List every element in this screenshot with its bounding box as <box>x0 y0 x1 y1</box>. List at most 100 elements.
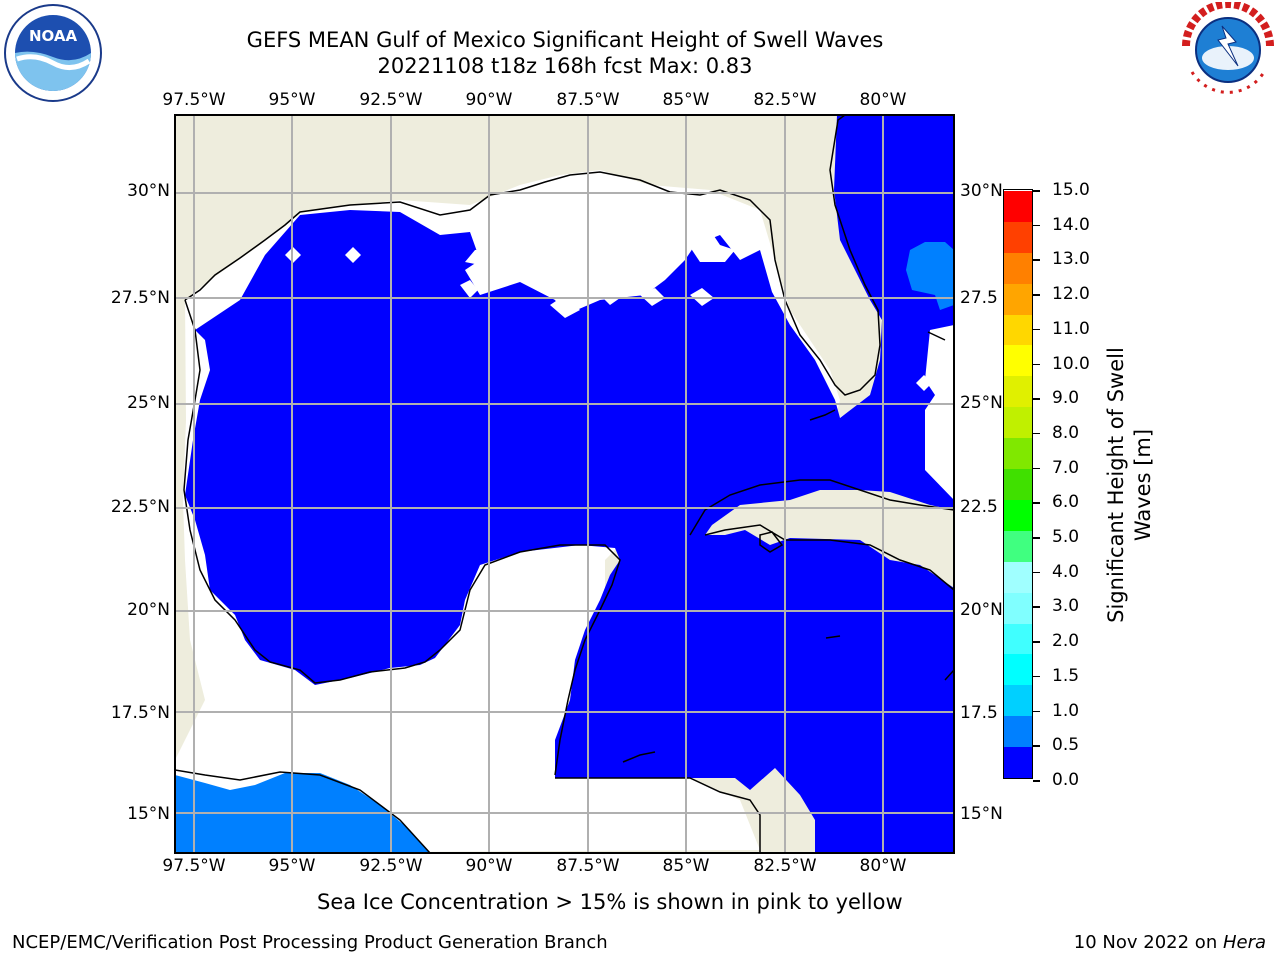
colorbar-segment <box>1004 684 1032 717</box>
colorbar-tick-label: 8.0 <box>1052 422 1080 443</box>
nws-logo <box>1182 2 1274 96</box>
lat-label-right: 15°N <box>960 804 1003 824</box>
colorbar-tick-label: 13.0 <box>1052 249 1090 270</box>
colorbar-tick-label: 9.0 <box>1052 388 1080 409</box>
colorbar-segment <box>1004 314 1032 346</box>
colorbar-segment <box>1004 437 1032 470</box>
lon-label-bottom: 80°W <box>859 856 907 876</box>
lat-label-right: 17.5 <box>960 703 998 723</box>
colorbar-segment <box>1004 592 1032 624</box>
lat-label-left: 30°N <box>127 181 170 201</box>
colorbar-tick-label: 2.0 <box>1052 631 1080 652</box>
colorbar-segment <box>1004 468 1032 500</box>
colorbar-tick-mark <box>1033 328 1040 331</box>
colorbar-tick-label: 0.0 <box>1052 770 1080 790</box>
sea-ice-note: Sea Ice Concentration > 15% is shown in … <box>317 890 903 914</box>
sea-low-swell-area <box>185 115 954 853</box>
colorbar-tick-mark <box>1033 675 1040 678</box>
lon-label-top: 80°W <box>859 90 907 110</box>
lon-label-top: 90°W <box>465 90 513 110</box>
footer-date: 10 Nov 2022 on Hera <box>1074 932 1266 953</box>
colorbar-tick-label: 11.0 <box>1052 318 1090 339</box>
colorbar-tick-label: 0.5 <box>1052 735 1080 756</box>
colorbar-segment <box>1004 344 1032 377</box>
colorbar-tick-mark <box>1033 641 1040 643</box>
colorbar-tick-mark <box>1033 745 1040 747</box>
colorbar-tick-label: 12.0 <box>1052 284 1090 305</box>
colorbar-tick-mark <box>1033 432 1040 435</box>
colorbar-tick-label: 14.0 <box>1052 214 1090 235</box>
lon-label-bottom: 92.5°W <box>359 856 423 876</box>
lon-label-top: 97.5°W <box>162 90 226 110</box>
colorbar-tick-mark <box>1033 398 1040 400</box>
graticule <box>175 115 954 853</box>
footer-host: Hera <box>1222 932 1266 953</box>
colorbar-segment <box>1004 221 1032 253</box>
lat-label-left: 15°N <box>127 804 170 824</box>
colorbar-tick-mark <box>1033 502 1040 504</box>
colorbar-tick-label: 6.0 <box>1052 492 1080 513</box>
lon-label-bottom: 90°W <box>465 856 513 876</box>
colorbar-label-line1: Significant Height of Swell <box>1104 347 1128 623</box>
colorbar-segment <box>1004 499 1032 531</box>
colorbar-tick-mark <box>1033 467 1040 470</box>
lat-label-right: 22.5 <box>960 497 998 517</box>
lon-label-top: 92.5°W <box>359 90 423 110</box>
colorbar-segment <box>1004 653 1032 686</box>
colorbar-tick-label: 1.5 <box>1052 665 1080 686</box>
colorbar-tick-mark <box>1033 294 1040 296</box>
colorbar-tick-mark <box>1033 363 1040 366</box>
lon-label-bottom: 82.5°W <box>753 856 817 876</box>
colorbar-tick-label: 3.0 <box>1052 596 1080 617</box>
colorbar-label-line2: Waves [m] <box>1131 428 1155 542</box>
colorbar-tick-mark <box>1033 780 1040 782</box>
lon-label-top: 82.5°W <box>753 90 817 110</box>
lat-label-right: 30°N <box>960 181 1003 201</box>
colorbar-tick-mark <box>1033 571 1040 574</box>
colorbar-tick-label: 15.0 <box>1052 180 1090 200</box>
colorbar-tick-label: 4.0 <box>1052 561 1080 582</box>
lon-label-top: 87.5°W <box>556 90 620 110</box>
coastline <box>175 115 954 853</box>
colorbar-tick-mark <box>1033 537 1040 539</box>
lat-label-right: 25°N <box>960 393 1003 413</box>
lat-label-left: 17.5°N <box>110 703 170 723</box>
colorbar-segment <box>1004 561 1032 593</box>
colorbar-tick-mark <box>1033 224 1040 227</box>
colorbar-segment <box>1004 715 1032 748</box>
lat-label-left: 22.5°N <box>110 497 170 517</box>
colorbar-tick-label: 7.0 <box>1052 457 1080 478</box>
map-title: GEFS MEAN Gulf of Mexico Significant Hei… <box>246 28 884 52</box>
lon-label-bottom: 97.5°W <box>162 856 226 876</box>
colorbar-segment <box>1004 375 1032 408</box>
footer-date-text: 10 Nov 2022 on <box>1073 932 1223 953</box>
colorbar-ticks: 15.0 14.0 13.0 12.0 11.0 10.0 9.0 8.0 7.0 6.0 5.0 4… <box>1033 0 1093 960</box>
colorbar-tick-mark <box>1033 190 1040 192</box>
lat-label-right: 27.5 <box>960 288 998 308</box>
colorbar-tick-label: 1.0 <box>1052 700 1080 721</box>
colorbar <box>1003 189 1033 779</box>
colorbar-segment <box>1004 190 1032 222</box>
lat-label-left: 27.5°N <box>110 288 170 308</box>
lon-label-bottom: 85°W <box>662 856 710 876</box>
colorbar-tick-mark <box>1033 710 1040 713</box>
colorbar-tick-label: 5.0 <box>1052 527 1080 548</box>
colorbar-segment <box>1004 530 1032 562</box>
colorbar-tick-mark <box>1033 259 1040 261</box>
colorbar-tick-label: 10.0 <box>1052 353 1090 374</box>
colorbar-label: Significant Height of Swell Waves [m] <box>1103 285 1157 685</box>
footer-credit: NCEP/EMC/Verification Post Processing Pr… <box>12 932 608 953</box>
colorbar-segment <box>1004 406 1032 439</box>
lat-label-right: 20°N <box>960 600 1003 620</box>
colorbar-segment <box>1004 746 1032 778</box>
colorbar-tick-mark <box>1033 606 1040 608</box>
noaa-logo-text: NOAA <box>29 27 78 45</box>
map-subtitle: 20221108 t18z 168h fcst Max: 0.83 <box>377 54 753 78</box>
colorbar-segment <box>1004 252 1032 284</box>
lat-label-left: 20°N <box>127 600 170 620</box>
lat-label-left: 25°N <box>127 393 170 413</box>
map-frame <box>174 114 955 854</box>
lon-label-top: 85°W <box>662 90 710 110</box>
lon-label-bottom: 95°W <box>268 856 316 876</box>
